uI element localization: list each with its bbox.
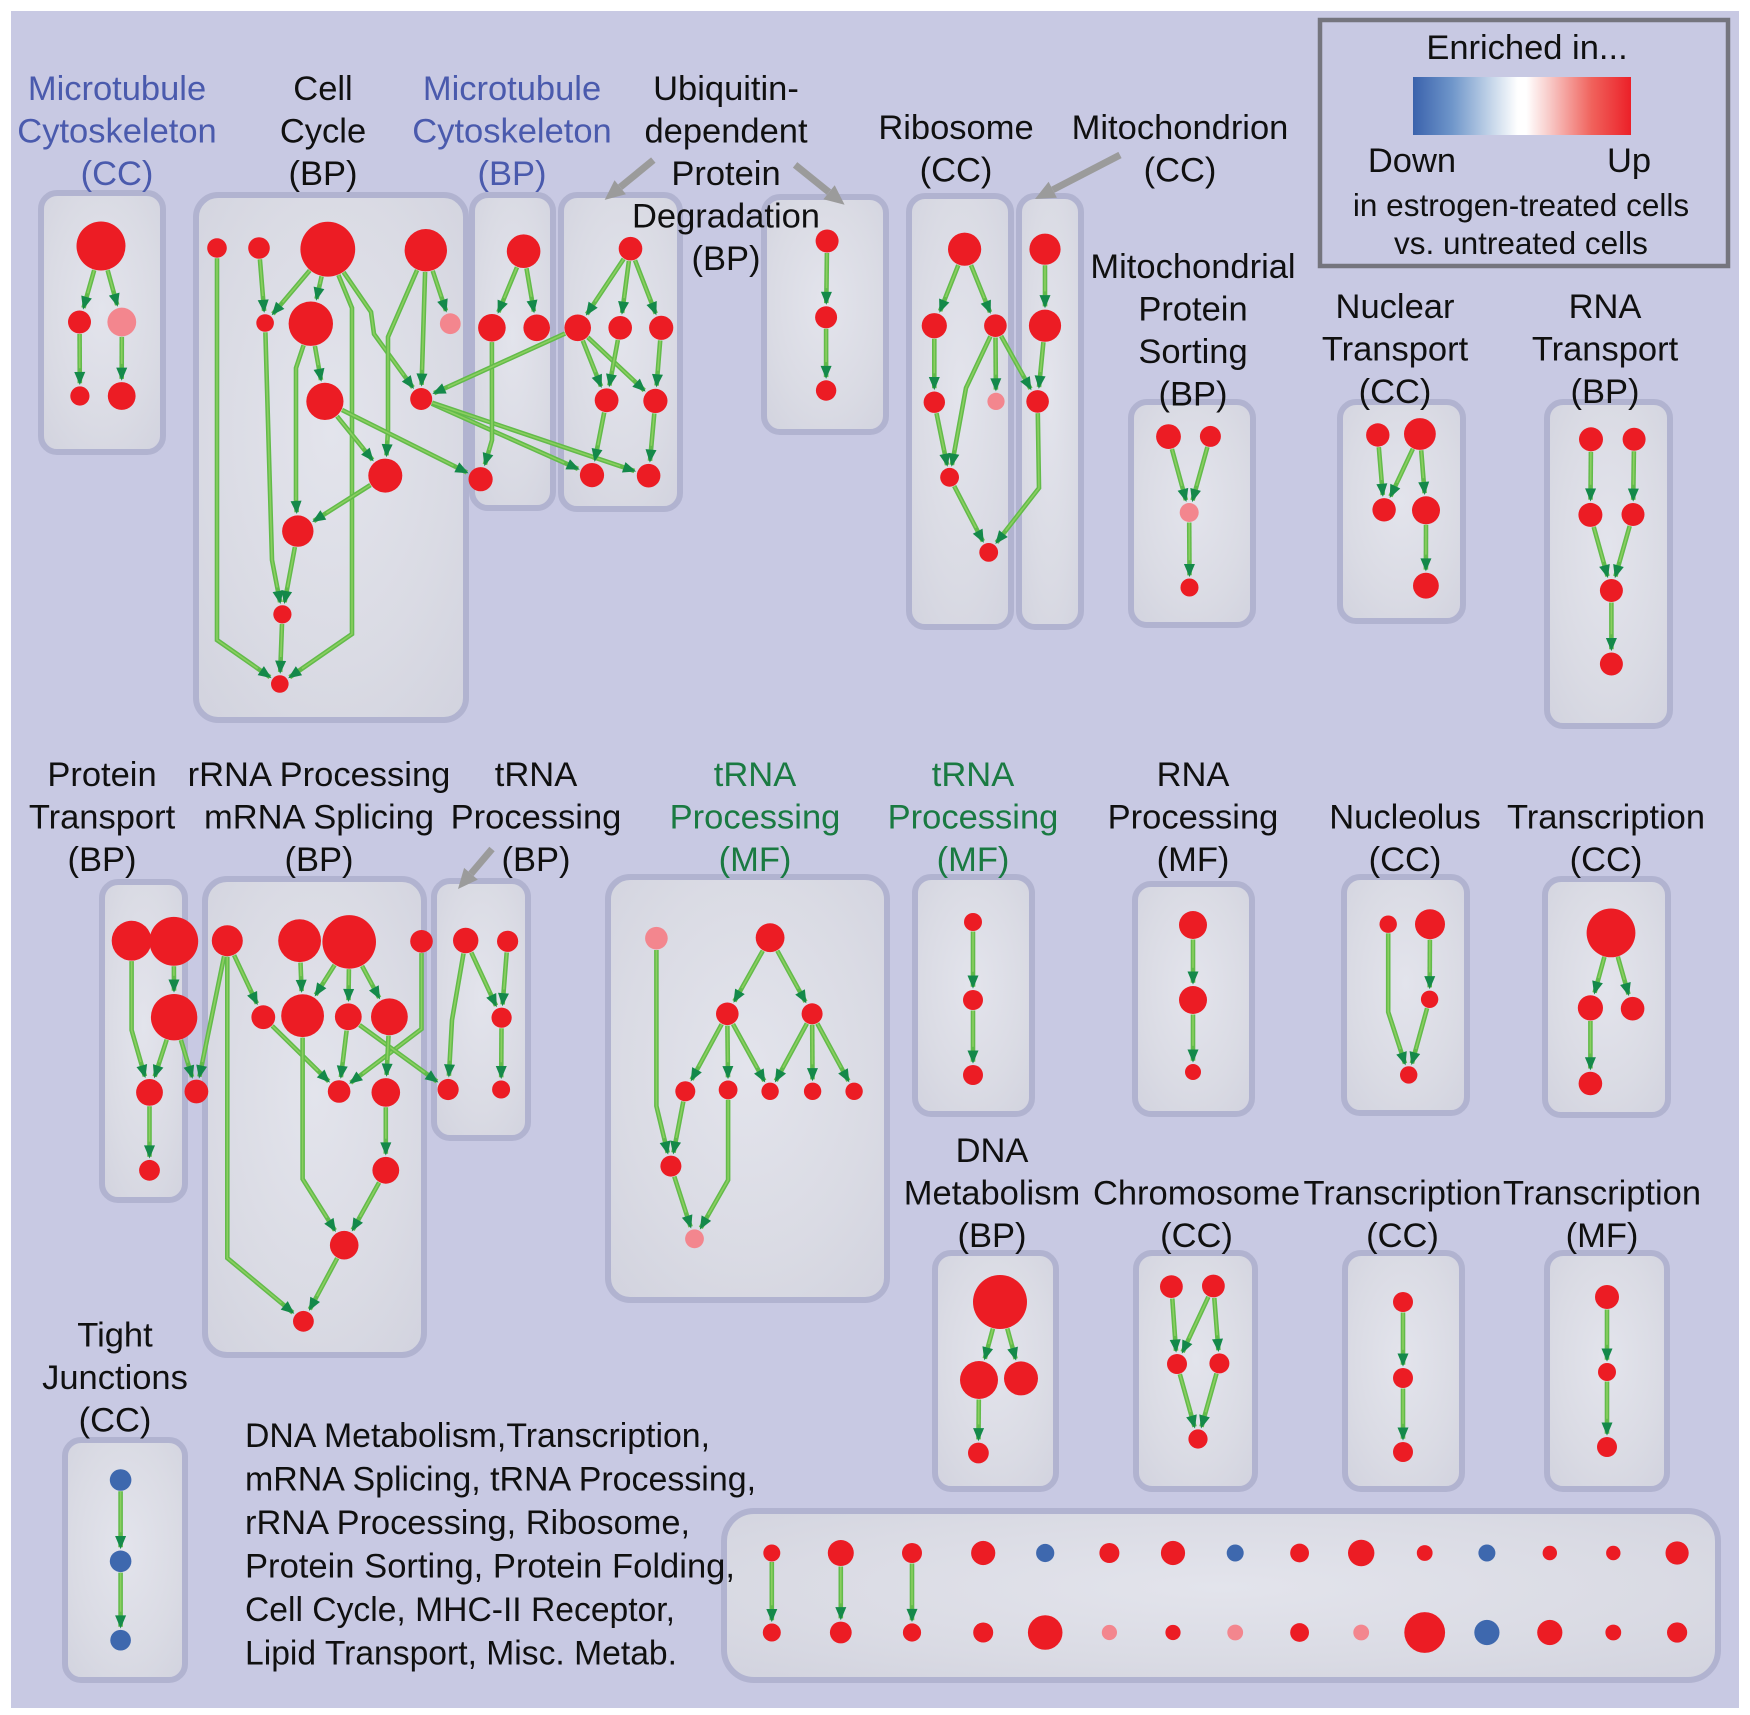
svg-text:Chromosome: Chromosome [1093,1175,1300,1213]
svg-text:(CC): (CC) [1359,373,1432,411]
svg-text:Processing: Processing [451,799,622,837]
svg-text:(MF): (MF) [1157,841,1230,879]
svg-text:Cytoskeleton: Cytoskeleton [17,113,216,151]
svg-text:Sorting: Sorting [1138,333,1247,371]
svg-text:Tight: Tight [77,1317,153,1355]
svg-text:Transcription: Transcription [1303,1175,1501,1213]
svg-text:tRNA: tRNA [495,756,577,794]
svg-text:Ribosome: Ribosome [878,109,1033,147]
svg-text:(BP): (BP) [289,155,358,193]
svg-text:dependent: dependent [644,113,807,151]
svg-text:(CC): (CC) [1570,841,1643,879]
svg-text:Protein: Protein [671,155,780,193]
svg-text:Down: Down [1368,142,1456,180]
svg-text:rRNA Processing, Ribosome,: rRNA Processing, Ribosome, [245,1504,690,1542]
svg-text:Cytoskeleton: Cytoskeleton [412,113,611,151]
svg-text:Nucleolus: Nucleolus [1329,799,1481,837]
svg-text:Lipid Transport, Misc. Metab.: Lipid Transport, Misc. Metab. [245,1635,677,1673]
svg-text:(BP): (BP) [478,155,547,193]
svg-text:vs. untreated cells: vs. untreated cells [1394,225,1648,261]
svg-text:RNA: RNA [1157,756,1230,794]
svg-text:(MF): (MF) [937,841,1010,879]
svg-text:(CC): (CC) [1160,1217,1233,1255]
svg-text:Nuclear: Nuclear [1336,288,1455,326]
svg-text:Degradation: Degradation [632,198,820,236]
svg-text:Junctions: Junctions [42,1359,188,1397]
svg-text:(MF): (MF) [719,841,792,879]
svg-text:mRNA Splicing, tRNA Processing: mRNA Splicing, tRNA Processing, [245,1461,756,1499]
svg-text:in estrogen-treated cells: in estrogen-treated cells [1353,187,1689,223]
svg-text:tRNA: tRNA [932,756,1014,794]
svg-text:Processing: Processing [1108,799,1279,837]
svg-text:Transcription: Transcription [1503,1175,1701,1213]
svg-text:Protein: Protein [1138,291,1247,329]
svg-text:RNA: RNA [1569,288,1642,326]
svg-text:(BP): (BP) [1571,373,1640,411]
svg-text:Mitochondrial: Mitochondrial [1090,248,1295,286]
svg-text:Up: Up [1607,142,1651,180]
svg-text:Enriched in...: Enriched in... [1426,29,1627,67]
svg-text:(BP): (BP) [1159,376,1228,414]
svg-text:Protein: Protein [47,756,156,794]
svg-text:(CC): (CC) [1144,152,1217,190]
svg-text:mRNA Splicing: mRNA Splicing [204,799,434,837]
svg-text:(BP): (BP) [692,240,761,278]
svg-text:(CC): (CC) [79,1402,152,1440]
svg-text:Cell: Cell [293,70,352,108]
svg-text:Ubiquitin-: Ubiquitin- [653,70,799,108]
svg-text:(MF): (MF) [1566,1217,1639,1255]
svg-text:Microtubule: Microtubule [28,70,206,108]
svg-text:DNA: DNA [956,1132,1029,1170]
svg-text:rRNA Processing: rRNA Processing [188,756,451,794]
svg-text:(BP): (BP) [502,841,571,879]
svg-text:Processing: Processing [670,799,841,837]
svg-text:Transport: Transport [1322,331,1469,369]
svg-text:Metabolism: Metabolism [904,1175,1080,1213]
svg-text:(BP): (BP) [68,841,137,879]
svg-text:Protein Sorting, Protein Foldi: Protein Sorting, Protein Folding, [245,1548,735,1586]
svg-text:Processing: Processing [888,799,1059,837]
svg-text:tRNA: tRNA [714,756,796,794]
svg-text:(BP): (BP) [285,841,354,879]
svg-text:(CC): (CC) [1369,841,1442,879]
svg-text:Mitochondrion: Mitochondrion [1072,109,1289,147]
svg-text:Transport: Transport [29,799,176,837]
svg-text:Transcription: Transcription [1507,799,1705,837]
svg-text:(CC): (CC) [81,155,154,193]
svg-text:(CC): (CC) [920,152,993,190]
svg-text:DNA Metabolism,Transcription,: DNA Metabolism,Transcription, [245,1417,710,1455]
svg-text:Microtubule: Microtubule [423,70,601,108]
svg-text:Cycle: Cycle [280,113,366,151]
svg-text:(BP): (BP) [958,1217,1027,1255]
svg-text:Transport: Transport [1532,331,1679,369]
svg-text:(CC): (CC) [1366,1217,1439,1255]
svg-text:Cell Cycle, MHC-II Receptor,: Cell Cycle, MHC-II Receptor, [245,1591,675,1629]
